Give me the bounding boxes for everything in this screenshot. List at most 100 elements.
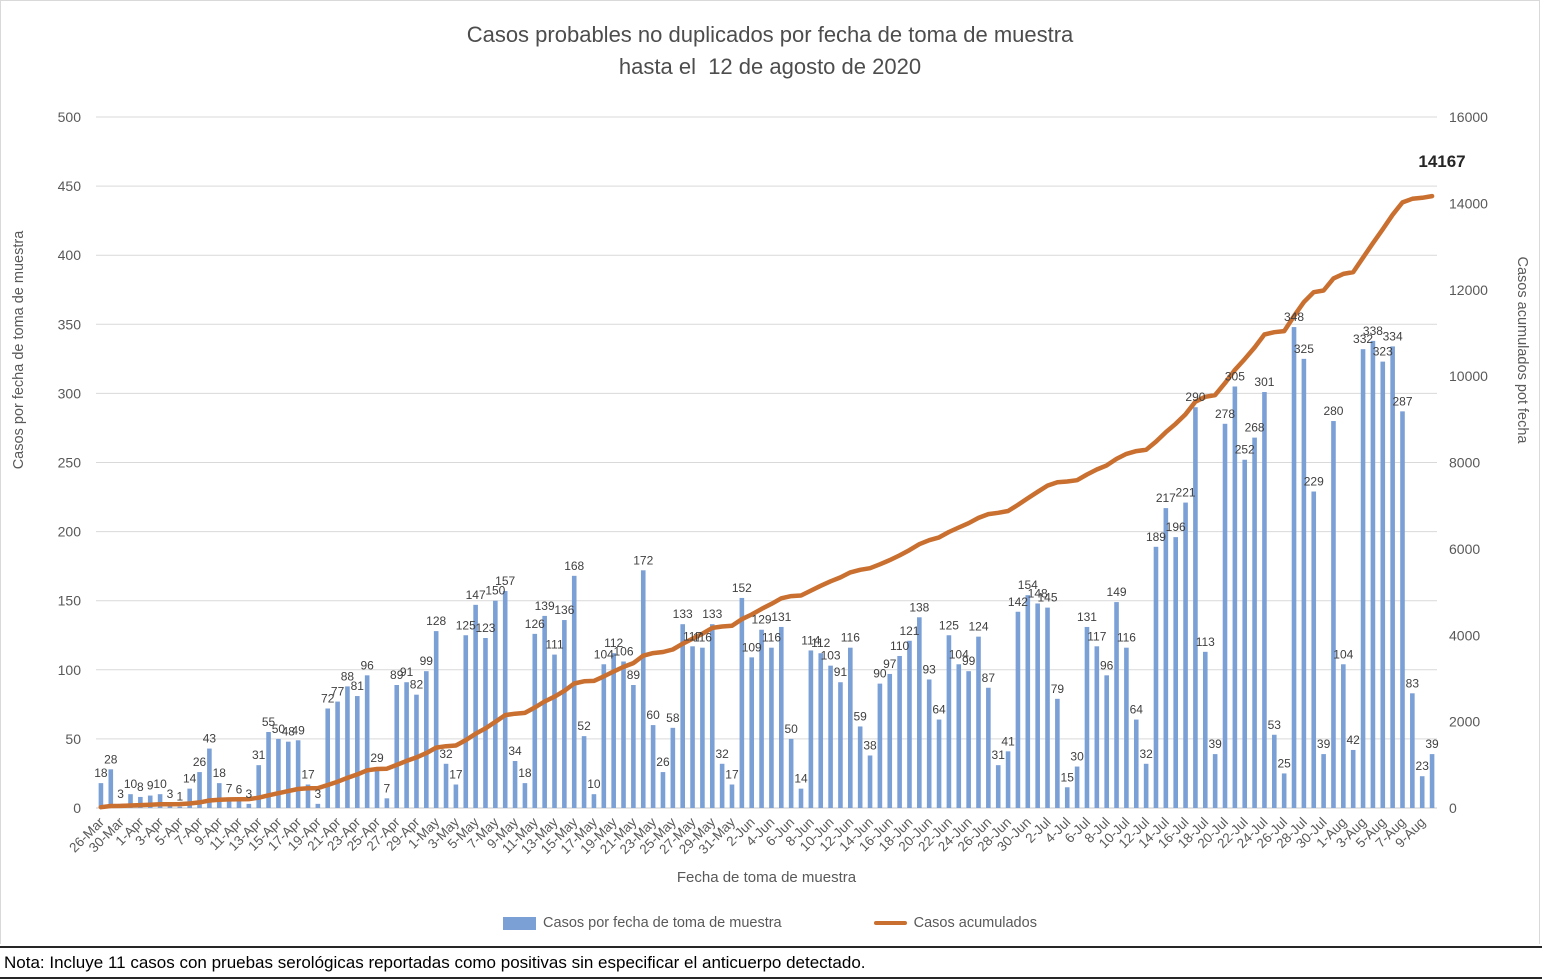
bar (414, 694, 419, 808)
bar-value-label: 221 (1176, 486, 1196, 500)
bar-value-label: 10 (153, 777, 167, 791)
bar-value-label: 91 (834, 665, 848, 679)
bar-value-label: 334 (1383, 329, 1403, 343)
bar-value-label: 139 (535, 599, 555, 613)
bar (601, 664, 607, 808)
bar (986, 687, 991, 808)
chart-container: Casos probables no duplicados por fecha … (0, 0, 1540, 944)
bar (798, 788, 804, 808)
bar (926, 679, 932, 808)
bar (1311, 491, 1317, 808)
bar-value-label: 29 (370, 751, 384, 765)
bar-value-label: 338 (1363, 324, 1383, 338)
legend-line-label: Casos acumulados (913, 915, 1037, 931)
bar-value-label: 189 (1146, 530, 1166, 544)
bar-value-label: 89 (627, 668, 641, 682)
bar-value-label: 31 (252, 748, 266, 762)
bar-value-label: 48 (282, 725, 296, 739)
bar-value-label: 41 (1001, 734, 1015, 748)
bar (364, 675, 370, 808)
bar (463, 635, 469, 808)
bar (1183, 502, 1188, 808)
bar-value-label: 28 (104, 752, 118, 766)
bar-value-label: 117 (1087, 629, 1106, 643)
y-left-tick-label: 150 (58, 593, 82, 609)
bar (295, 740, 301, 808)
bar-value-label: 348 (1284, 310, 1304, 324)
y-left-tick-label: 0 (73, 800, 81, 816)
bar (571, 575, 577, 808)
bar-value-label: 124 (968, 620, 988, 634)
bar-value-label: 290 (1185, 390, 1205, 404)
bar-value-label: 332 (1353, 332, 1373, 346)
chart-title: Casos probables no duplicados por fecha … (1, 19, 1539, 83)
bar-value-label: 96 (1100, 658, 1114, 672)
bar (1212, 754, 1218, 808)
bar-value-label: 325 (1294, 342, 1314, 356)
y-right-tick-label: 16000 (1449, 109, 1488, 125)
bar (552, 654, 557, 808)
bar-value-label: 26 (193, 755, 207, 769)
bar-value-label: 147 (466, 588, 486, 602)
bar-value-label: 32 (439, 747, 453, 761)
bar (857, 726, 863, 808)
y-right-tick-label: 0 (1449, 800, 1457, 816)
bar (1055, 698, 1060, 808)
bar (650, 725, 656, 808)
bar (1015, 611, 1021, 808)
bar (1114, 602, 1119, 808)
bar (1331, 421, 1336, 808)
bar-value-label: 117 (683, 629, 702, 643)
bar (936, 719, 942, 808)
bar-value-label: 49 (291, 723, 305, 737)
y-right-tick-label: 12000 (1449, 282, 1488, 298)
bar-value-label: 15 (1061, 770, 1075, 784)
bar (473, 604, 478, 808)
bar (1252, 437, 1257, 808)
bar (1341, 664, 1346, 808)
bar-value-label: 90 (873, 667, 887, 681)
bar (1262, 392, 1267, 808)
bar (325, 708, 331, 808)
bar (443, 763, 449, 808)
y-right-tick-label: 10000 (1449, 368, 1488, 384)
plot-area: 0501001502002503003504004505000200040006… (58, 109, 1489, 857)
footnote-strip: Nota: Incluye 11 casos con pruebas serol… (0, 946, 1542, 979)
bar-value-label: 50 (784, 722, 798, 736)
bar (424, 671, 429, 808)
bar-value-label: 123 (475, 621, 495, 635)
bar-value-label: 50 (272, 722, 286, 736)
bar-value-label: 103 (821, 649, 841, 663)
bar (808, 650, 814, 808)
bar (1370, 340, 1376, 808)
bar (917, 617, 922, 808)
bar (660, 772, 666, 808)
x-axis-title: Fecha de toma de muestra (676, 869, 857, 886)
bar (177, 806, 183, 808)
bar (709, 624, 715, 808)
y-right-tick-label: 2000 (1449, 714, 1480, 730)
bar (345, 686, 350, 808)
bar (739, 597, 745, 808)
bar-value-label: 53 (1268, 718, 1282, 732)
bar (197, 772, 202, 808)
bar (1153, 546, 1159, 808)
bar-value-label: 217 (1156, 491, 1176, 505)
legend-line-swatch-icon (873, 920, 907, 926)
bar (216, 783, 222, 808)
bar (818, 653, 824, 808)
bar-value-label: 305 (1225, 369, 1245, 383)
y-left-tick-label: 450 (58, 178, 82, 194)
y-left-tick-label: 50 (65, 731, 81, 747)
bar (887, 673, 893, 808)
bar-value-label: 252 (1235, 443, 1255, 457)
bar (719, 763, 725, 808)
bar (246, 803, 252, 808)
bar (621, 661, 626, 808)
bar-value-label: 114 (801, 633, 820, 647)
bar-value-label: 52 (577, 719, 591, 733)
bar (138, 796, 143, 808)
bar (1202, 651, 1208, 808)
bar (1390, 346, 1395, 808)
bar (788, 738, 794, 808)
